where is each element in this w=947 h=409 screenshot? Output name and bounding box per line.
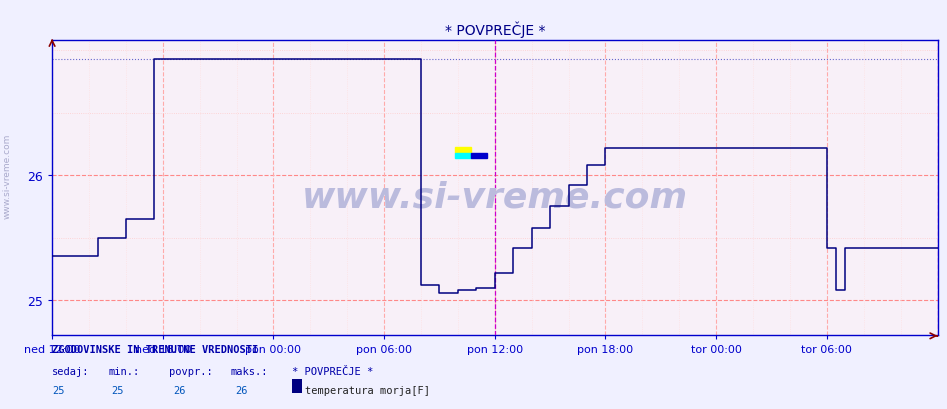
- Text: sedaj:: sedaj:: [52, 366, 90, 376]
- Text: 25: 25: [112, 385, 124, 396]
- Text: * POVPREČJE *: * POVPREČJE *: [292, 366, 373, 376]
- Text: povpr.:: povpr.:: [169, 366, 212, 376]
- Text: www.si-vreme.com: www.si-vreme.com: [3, 133, 12, 218]
- Text: www.si-vreme.com: www.si-vreme.com: [302, 180, 688, 214]
- Title: * POVPREČJE *: * POVPREČJE *: [444, 22, 545, 38]
- Text: 26: 26: [235, 385, 247, 396]
- Text: maks.:: maks.:: [230, 366, 268, 376]
- Text: min.:: min.:: [109, 366, 140, 376]
- Text: 25: 25: [52, 385, 64, 396]
- Text: temperatura morja[F]: temperatura morja[F]: [305, 385, 430, 396]
- Bar: [455, 148, 471, 153]
- Bar: [455, 153, 471, 159]
- Text: 26: 26: [173, 385, 186, 396]
- Text: ZGODOVINSKE IN TRENUTNE VREDNOSTI: ZGODOVINSKE IN TRENUTNE VREDNOSTI: [52, 344, 259, 354]
- Bar: [471, 153, 487, 159]
